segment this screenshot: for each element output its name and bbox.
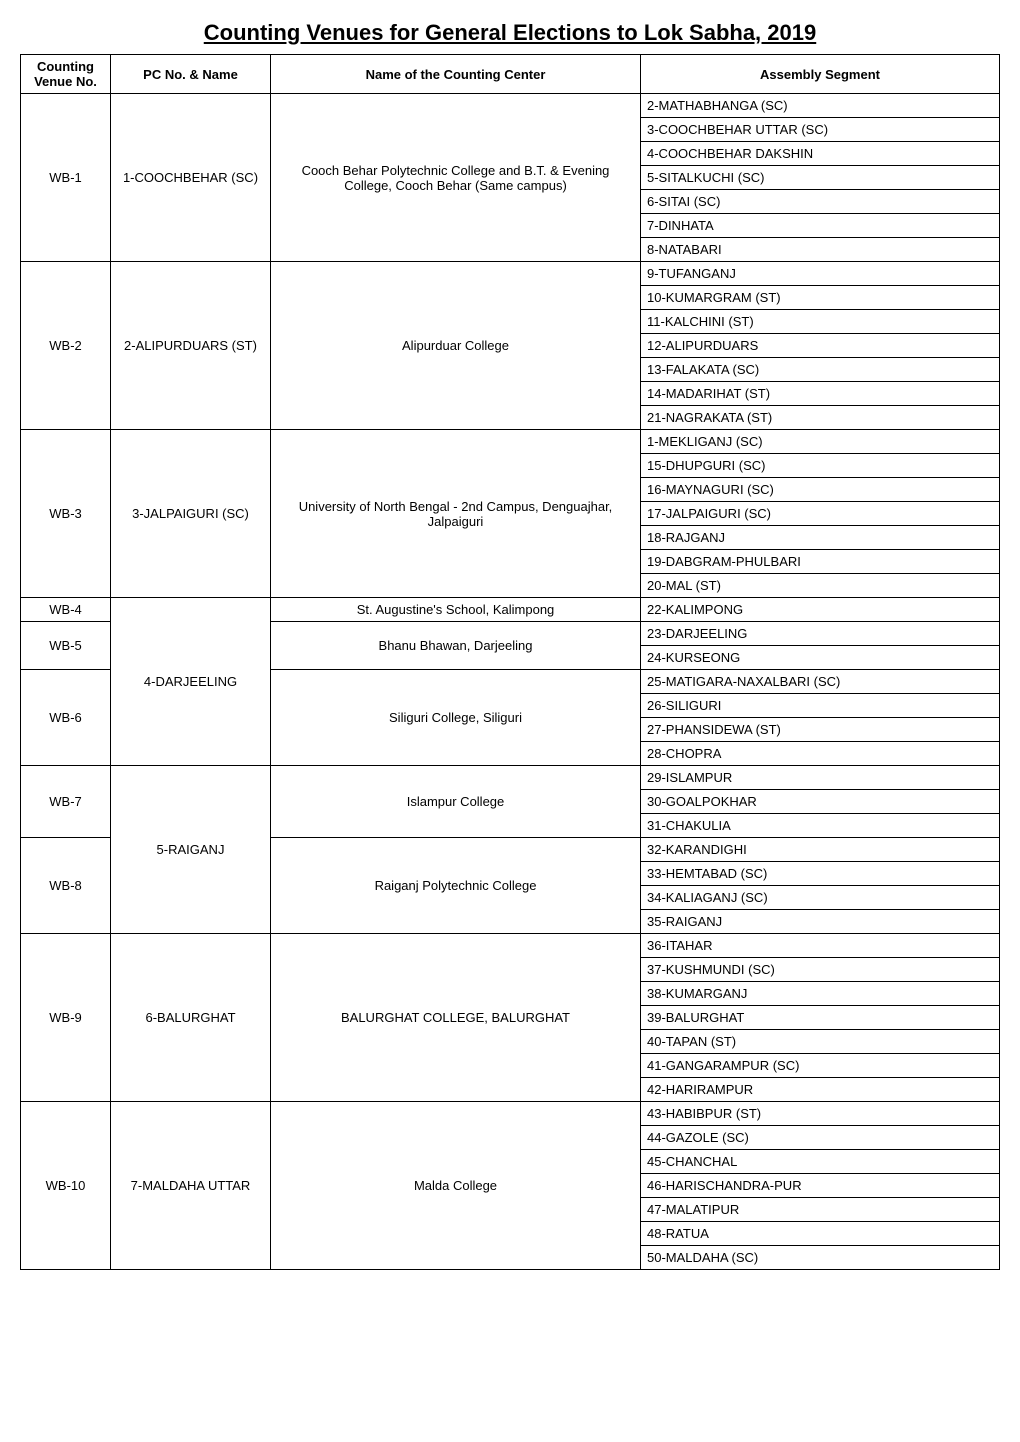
table-cell: 6-BALURGHAT — [111, 934, 271, 1102]
table-cell: Siliguri College, Siliguri — [271, 670, 641, 766]
table-cell: WB-8 — [21, 838, 111, 934]
col-header-segment: Assembly Segment — [641, 55, 1000, 94]
page-title: Counting Venues for General Elections to… — [20, 20, 1000, 46]
table-cell: 26-SILIGURI — [641, 694, 1000, 718]
table-cell: 4-COOCHBEHAR DAKSHIN — [641, 142, 1000, 166]
table-cell: 27-PHANSIDEWA (ST) — [641, 718, 1000, 742]
table-cell: WB-4 — [21, 598, 111, 622]
table-cell: WB-9 — [21, 934, 111, 1102]
table-cell: 35-RAIGANJ — [641, 910, 1000, 934]
table-cell: 18-RAJGANJ — [641, 526, 1000, 550]
table-row: WB-11-COOCHBEHAR (SC)Cooch Behar Polytec… — [21, 94, 1000, 118]
table-cell: 8-NATABARI — [641, 238, 1000, 262]
table-cell: 11-KALCHINI (ST) — [641, 310, 1000, 334]
table-cell: 43-HABIBPUR (ST) — [641, 1102, 1000, 1126]
table-cell: 50-MALDAHA (SC) — [641, 1246, 1000, 1270]
table-cell: 12-ALIPURDUARS — [641, 334, 1000, 358]
table-cell: 5-SITALKUCHI (SC) — [641, 166, 1000, 190]
table-cell: 7-DINHATA — [641, 214, 1000, 238]
table-cell: 46-HARISCHANDRA-PUR — [641, 1174, 1000, 1198]
table-row: WB-33-JALPAIGURI (SC)University of North… — [21, 430, 1000, 454]
table-header: Counting Venue No. PC No. & Name Name of… — [21, 55, 1000, 94]
table-cell: 32-KARANDIGHI — [641, 838, 1000, 862]
table-cell: 9-TUFANGANJ — [641, 262, 1000, 286]
table-cell: Alipurduar College — [271, 262, 641, 430]
table-cell: 28-CHOPRA — [641, 742, 1000, 766]
table-cell: 3-COOCHBEHAR UTTAR (SC) — [641, 118, 1000, 142]
table-cell: WB-7 — [21, 766, 111, 838]
table-cell: WB-1 — [21, 94, 111, 262]
table-cell: 44-GAZOLE (SC) — [641, 1126, 1000, 1150]
table-cell: 30-GOALPOKHAR — [641, 790, 1000, 814]
table-cell: WB-6 — [21, 670, 111, 766]
table-cell: Cooch Behar Polytechnic College and B.T.… — [271, 94, 641, 262]
table-cell: 39-BALURGHAT — [641, 1006, 1000, 1030]
table-cell: WB-5 — [21, 622, 111, 670]
table-cell: WB-10 — [21, 1102, 111, 1270]
table-cell: Raiganj Polytechnic College — [271, 838, 641, 934]
table-cell: Malda College — [271, 1102, 641, 1270]
table-cell: 22-KALIMPONG — [641, 598, 1000, 622]
table-cell: 13-FALAKATA (SC) — [641, 358, 1000, 382]
table-cell: 1-MEKLIGANJ (SC) — [641, 430, 1000, 454]
table-cell: 47-MALATIPUR — [641, 1198, 1000, 1222]
table-cell: St. Augustine's School, Kalimpong — [271, 598, 641, 622]
table-cell: BALURGHAT COLLEGE, BALURGHAT — [271, 934, 641, 1102]
table-row: WB-75-RAIGANJIslampur College29-ISLAMPUR — [21, 766, 1000, 790]
table-cell: 25-MATIGARA-NAXALBARI (SC) — [641, 670, 1000, 694]
table-cell: Islampur College — [271, 766, 641, 838]
table-cell: 38-KUMARGANJ — [641, 982, 1000, 1006]
table-row: WB-96-BALURGHATBALURGHAT COLLEGE, BALURG… — [21, 934, 1000, 958]
table-cell: 5-RAIGANJ — [111, 766, 271, 934]
table-cell: 48-RATUA — [641, 1222, 1000, 1246]
table-cell: University of North Bengal - 2nd Campus,… — [271, 430, 641, 598]
table-cell: 34-KALIAGANJ (SC) — [641, 886, 1000, 910]
table-cell: 42-HARIRAMPUR — [641, 1078, 1000, 1102]
table-cell: 20-MAL (ST) — [641, 574, 1000, 598]
table-cell: 40-TAPAN (ST) — [641, 1030, 1000, 1054]
table-cell: 6-SITAI (SC) — [641, 190, 1000, 214]
table-cell: 4-DARJEELING — [111, 598, 271, 766]
table-cell: 19-DABGRAM-PHULBARI — [641, 550, 1000, 574]
table-cell: 7-MALDAHA UTTAR — [111, 1102, 271, 1270]
table-row: WB-44-DARJEELINGSt. Augustine's School, … — [21, 598, 1000, 622]
col-header-venue: Counting Venue No. — [21, 55, 111, 94]
table-cell: 24-KURSEONG — [641, 646, 1000, 670]
table-cell: 17-JALPAIGURI (SC) — [641, 502, 1000, 526]
table-cell: WB-2 — [21, 262, 111, 430]
table-cell: 1-COOCHBEHAR (SC) — [111, 94, 271, 262]
table-cell: 31-CHAKULIA — [641, 814, 1000, 838]
table-cell: 2-MATHABHANGA (SC) — [641, 94, 1000, 118]
table-cell: 36-ITAHAR — [641, 934, 1000, 958]
table-cell: 16-MAYNAGURI (SC) — [641, 478, 1000, 502]
table-cell: 41-GANGARAMPUR (SC) — [641, 1054, 1000, 1078]
table-cell: 3-JALPAIGURI (SC) — [111, 430, 271, 598]
table-cell: 33-HEMTABAD (SC) — [641, 862, 1000, 886]
table-cell: Bhanu Bhawan, Darjeeling — [271, 622, 641, 670]
counting-venues-table: Counting Venue No. PC No. & Name Name of… — [20, 54, 1000, 1270]
table-cell: 21-NAGRAKATA (ST) — [641, 406, 1000, 430]
table-cell: 23-DARJEELING — [641, 622, 1000, 646]
table-cell: 10-KUMARGRAM (ST) — [641, 286, 1000, 310]
table-body: WB-11-COOCHBEHAR (SC)Cooch Behar Polytec… — [21, 94, 1000, 1270]
table-cell: 45-CHANCHAL — [641, 1150, 1000, 1174]
table-cell: 2-ALIPURDUARS (ST) — [111, 262, 271, 430]
table-row: WB-107-MALDAHA UTTARMalda College43-HABI… — [21, 1102, 1000, 1126]
table-cell: 37-KUSHMUNDI (SC) — [641, 958, 1000, 982]
table-row: WB-22-ALIPURDUARS (ST)Alipurduar College… — [21, 262, 1000, 286]
table-cell: WB-3 — [21, 430, 111, 598]
table-cell: 14-MADARIHAT (ST) — [641, 382, 1000, 406]
col-header-center: Name of the Counting Center — [271, 55, 641, 94]
table-cell: 15-DHUPGURI (SC) — [641, 454, 1000, 478]
col-header-pc: PC No. & Name — [111, 55, 271, 94]
table-cell: 29-ISLAMPUR — [641, 766, 1000, 790]
